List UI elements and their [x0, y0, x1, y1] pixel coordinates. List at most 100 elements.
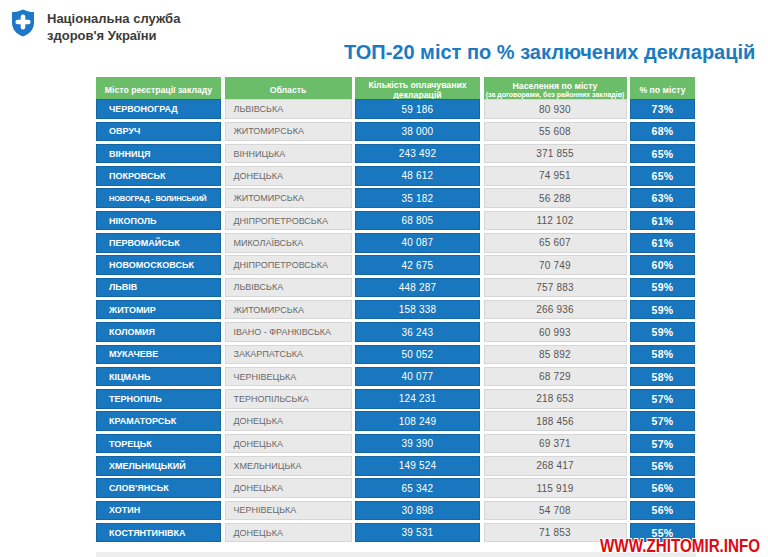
declarations-cell: 68 805	[355, 211, 480, 231]
city-cell: НІКОПОЛЬ	[96, 211, 221, 231]
oblast-cell: ДОНЕЦЬКА	[225, 523, 352, 543]
oblast-cell: ЧЕРНІВЕЦЬКА	[225, 367, 352, 387]
oblast-cell: ЖИТОМИРСЬКА	[225, 300, 352, 320]
population-cell: 56 288	[484, 188, 627, 208]
oblast-cell: ЧЕРНІВЕЦЬКА	[225, 501, 352, 521]
oblast-cell: ТЕРНОПІЛЬСЬКА	[225, 389, 352, 409]
declarations-cell: 38 000	[355, 122, 480, 142]
oblast-cell: ЗАКАРПАТСЬКА	[225, 345, 352, 365]
percent-cell: 58%	[630, 345, 695, 365]
percent-cell: 58%	[630, 367, 695, 387]
percent-cell: 61%	[630, 233, 695, 253]
percent-cell: 63%	[630, 188, 695, 208]
population-cell: 371 855	[484, 144, 627, 164]
nszu-logo: Національна служба здоров'я України	[11, 9, 180, 44]
oblast-cell: ДНІПРОПЕТРОВСЬКА	[225, 211, 352, 231]
page-title: ТОП-20 міст по % заключених декларацій	[344, 41, 755, 64]
population-cell: 68 729	[484, 367, 627, 387]
population-cell: 266 936	[484, 300, 627, 320]
declarations-cell: 39 531	[355, 523, 480, 543]
city-cell: ХОТИН	[96, 501, 221, 521]
declarations-cell: 35 182	[355, 188, 480, 208]
declarations-cell: 158 338	[355, 300, 480, 320]
population-cell: 112 102	[484, 211, 627, 231]
percent-cell: 57%	[630, 434, 695, 454]
population-cell: 188 456	[484, 411, 627, 431]
percent-cell: 57%	[630, 389, 695, 409]
oblast-cell: ВІННИЦЬКА	[225, 144, 352, 164]
oblast-cell: ДНІПРОПЕТРОВСЬКА	[225, 255, 352, 275]
city-cell: ОВРУЧ	[96, 122, 221, 142]
oblast-cell: МИКОЛАЇВСЬКА	[225, 233, 352, 253]
city-cell: КОЛОМИЯ	[96, 322, 221, 342]
population-cell: 65 607	[484, 233, 627, 253]
population-cell: 115 919	[484, 478, 627, 498]
city-cell: ПЕРВОМАЙСЬК	[96, 233, 221, 253]
city-cell: МУКАЧЕВЕ	[96, 345, 221, 365]
percent-cell: 68%	[630, 122, 695, 142]
logo-text: Національна служба здоров'я України	[47, 9, 180, 44]
declarations-cell: 48 612	[355, 166, 480, 186]
percent-cell: 56%	[630, 478, 695, 498]
city-cell: НОВОМОСКОВСЬК	[96, 255, 221, 275]
city-cell: ХМЕЛЬНИЦЬКИЙ	[96, 456, 221, 476]
percent-cell: 65%	[630, 144, 695, 164]
oblast-cell: ДОНЕЦЬКА	[225, 166, 352, 186]
declarations-cell: 39 390	[355, 434, 480, 454]
city-cell: КРАМАТОРСЬК	[96, 411, 221, 431]
declarations-table: Місто реєстрації закладу Область Кількіс…	[96, 77, 695, 542]
city-cell: КОСТЯНТИНІВКА	[96, 523, 221, 543]
population-cell: 80 930	[484, 99, 627, 119]
percent-cell: 61%	[630, 211, 695, 231]
declarations-cell: 42 675	[355, 255, 480, 275]
population-cell: 70 749	[484, 255, 627, 275]
percent-cell: 73%	[630, 99, 695, 119]
oblast-cell: ДОНЕЦЬКА	[225, 478, 352, 498]
population-cell: 85 892	[484, 345, 627, 365]
city-cell: ТЕРНОПІЛЬ	[96, 389, 221, 409]
declarations-cell: 50 052	[355, 345, 480, 365]
population-cell: 54 708	[484, 501, 627, 521]
oblast-cell: ЛЬВІВСЬКА	[225, 278, 352, 298]
percent-cell: 59%	[630, 300, 695, 320]
shield-cross-icon	[11, 9, 35, 37]
declarations-cell: 149 524	[355, 456, 480, 476]
percent-cell: 59%	[630, 322, 695, 342]
city-cell: НОВОГРАД - ВОЛИНСЬКИЙ	[96, 188, 221, 208]
declarations-cell: 36 243	[355, 322, 480, 342]
population-cell: 74 951	[484, 166, 627, 186]
declarations-cell: 448 287	[355, 278, 480, 298]
declarations-cell: 59 186	[355, 99, 480, 119]
declarations-cell: 124 231	[355, 389, 480, 409]
percent-cell: 60%	[630, 255, 695, 275]
percent-cell: 56%	[630, 456, 695, 476]
city-cell: ПОКРОВСЬК	[96, 166, 221, 186]
declarations-cell: 108 249	[355, 411, 480, 431]
percent-cell: 57%	[630, 411, 695, 431]
population-cell: 268 417	[484, 456, 627, 476]
oblast-cell: ЖИТОМИРСЬКА	[225, 122, 352, 142]
oblast-cell: ЖИТОМИРСЬКА	[225, 188, 352, 208]
oblast-cell: ХМЕЛЬНИЦЬКА	[225, 456, 352, 476]
population-cell: 55 608	[484, 122, 627, 142]
watermark: WWW.ZHITOMIR.INFO	[600, 535, 760, 557]
population-cell: 757 883	[484, 278, 627, 298]
city-cell: КІЦМАНЬ	[96, 367, 221, 387]
oblast-cell: ІВАНО - ФРАНКІВСЬКА	[225, 322, 352, 342]
percent-cell: 59%	[630, 278, 695, 298]
percent-cell: 56%	[630, 501, 695, 521]
oblast-cell: ЛЬВІВСЬКА	[225, 99, 352, 119]
oblast-cell: ДОНЕЦЬКА	[225, 411, 352, 431]
population-cell: 60 993	[484, 322, 627, 342]
city-cell: ЛЬВІВ	[96, 278, 221, 298]
declarations-cell: 30 898	[355, 501, 480, 521]
declarations-cell: 40 087	[355, 233, 480, 253]
city-cell: ТОРЕЦЬК	[96, 434, 221, 454]
city-cell: ЧЕРВОНОГРАД	[96, 99, 221, 119]
population-cell: 218 653	[484, 389, 627, 409]
declarations-cell: 243 492	[355, 144, 480, 164]
oblast-cell: ДОНЕЦЬКА	[225, 434, 352, 454]
percent-cell: 65%	[630, 166, 695, 186]
declarations-cell: 65 342	[355, 478, 480, 498]
declarations-cell: 40 077	[355, 367, 480, 387]
